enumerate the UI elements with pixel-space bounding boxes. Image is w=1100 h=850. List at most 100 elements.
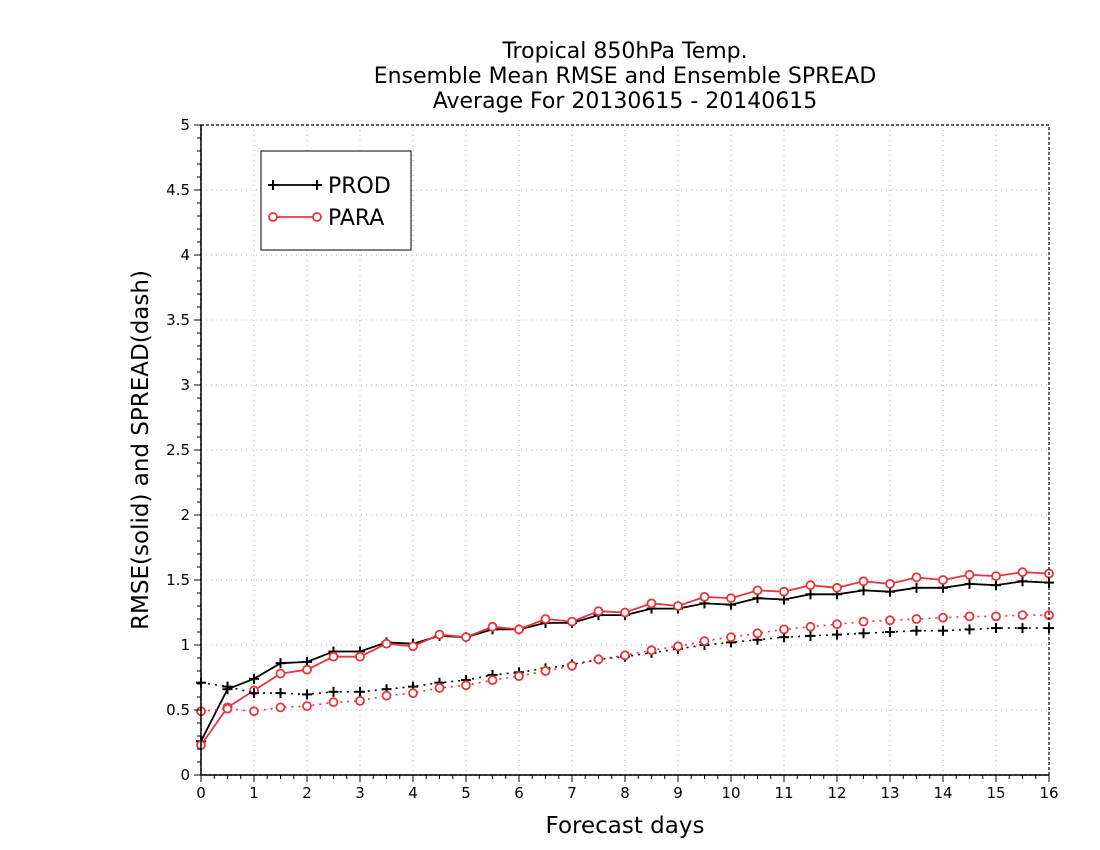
plus-marker — [249, 688, 259, 699]
chart-title-line-2: Ensemble Mean RMSE and Ensemble SPREAD — [374, 64, 877, 89]
series-layer — [196, 567, 1054, 750]
circle-marker — [312, 212, 322, 222]
circle-marker — [461, 680, 471, 691]
plus-marker — [858, 585, 869, 596]
plus-marker — [312, 180, 322, 190]
y-tick-label: 0 — [180, 766, 190, 784]
plus-marker — [1017, 576, 1028, 587]
x-tick-label: 5 — [461, 784, 471, 802]
y-tick-label: 1 — [180, 636, 190, 654]
series-para-rmse — [196, 567, 1054, 750]
plus-marker — [328, 686, 339, 697]
circle-marker — [222, 703, 233, 714]
circle-marker — [620, 650, 630, 661]
circle-marker — [434, 683, 445, 693]
circle-marker — [832, 582, 842, 593]
circle-marker — [567, 660, 577, 671]
circle-marker — [487, 675, 498, 685]
circle-marker — [540, 614, 551, 624]
circle-marker — [593, 654, 604, 665]
circle-marker — [275, 668, 286, 679]
plus-marker — [275, 688, 286, 699]
x-tick-label: 16 — [1039, 784, 1058, 802]
plus-marker — [805, 589, 816, 600]
plus-marker — [832, 629, 842, 640]
circle-marker — [911, 614, 922, 624]
chart-title-line-1: Tropical 850hPa Temp. — [501, 39, 747, 64]
circle-marker — [991, 611, 1001, 622]
x-tick-label: 8 — [620, 784, 630, 802]
circle-marker — [328, 697, 339, 708]
circle-marker — [408, 688, 418, 698]
plus-marker — [911, 625, 922, 636]
circle-marker — [964, 611, 975, 622]
circle-marker — [355, 696, 365, 706]
x-tick-label: 9 — [673, 784, 683, 802]
plus-marker — [249, 673, 259, 684]
circle-marker — [885, 615, 895, 626]
circle-marker — [699, 592, 710, 602]
legend: PROD PARA — [260, 150, 412, 251]
circle-marker — [540, 666, 551, 676]
circle-marker — [938, 612, 948, 623]
y-tick-label: 2.5 — [166, 441, 190, 459]
circle-marker — [911, 572, 922, 583]
circle-marker — [1017, 610, 1028, 620]
circle-marker — [355, 651, 365, 662]
grid — [201, 125, 1049, 775]
circle-marker — [514, 671, 524, 682]
circle-marker — [268, 212, 278, 222]
circle-marker — [673, 601, 683, 611]
chart-title: Tropical 850hPa Temp. Ensemble Mean RMSE… — [374, 39, 877, 114]
legend-item-prod: PROD — [268, 174, 391, 199]
plus-marker — [964, 578, 975, 589]
circle-marker — [593, 606, 604, 617]
x-tick-label: 12 — [827, 784, 846, 802]
circle-marker — [275, 702, 286, 713]
x-tick-label: 7 — [567, 784, 577, 802]
plus-marker — [991, 623, 1001, 634]
legend-label: PARA — [328, 206, 384, 231]
circle-marker — [381, 638, 392, 649]
circle-marker — [752, 628, 763, 639]
circle-marker — [408, 641, 418, 652]
x-tick-label: 1 — [249, 784, 259, 802]
y-tick-label: 2 — [180, 506, 190, 524]
x-tick-label: 13 — [880, 784, 899, 802]
chart-title-line-3: Average For 20130615 - 20140615 — [433, 89, 818, 114]
x-tick-label: 0 — [196, 784, 206, 802]
series-line — [200, 614, 1049, 713]
plus-marker — [805, 630, 816, 641]
x-tick-label: 10 — [721, 784, 740, 802]
circle-marker — [461, 632, 471, 643]
circle-marker — [964, 569, 975, 580]
circle-marker — [805, 621, 816, 632]
legend-label: PROD — [328, 174, 391, 199]
circle-marker — [752, 585, 763, 596]
circle-marker — [434, 629, 445, 640]
plus-marker — [302, 689, 312, 700]
y-axis-label: RMSE(solid) and SPREAD(dash) — [128, 270, 154, 630]
axes: 0 1 2 3 4 5 6 7 8 9 10 11 12 13 14 15 1600.511.522.533.5… — [166, 116, 1058, 802]
circle-marker — [991, 571, 1001, 581]
y-tick-label: 4 — [180, 246, 190, 264]
plus-marker — [991, 580, 1001, 591]
plus-marker — [355, 686, 365, 697]
y-tick-label: 5 — [180, 116, 190, 134]
circle-marker — [1017, 567, 1028, 578]
circle-marker — [726, 593, 736, 604]
circle-marker — [514, 624, 524, 635]
x-tick-label: 14 — [933, 784, 952, 802]
x-tick-label: 6 — [514, 784, 524, 802]
circle-marker — [302, 664, 312, 675]
circle-marker — [699, 636, 710, 646]
circle-marker — [832, 619, 842, 630]
x-tick-label: 2 — [302, 784, 312, 802]
circle-marker — [487, 621, 498, 632]
plus-marker — [858, 628, 869, 639]
plus-marker — [275, 658, 286, 669]
x-axis-label: Forecast days — [546, 813, 705, 839]
x-tick-label: 15 — [986, 784, 1005, 802]
